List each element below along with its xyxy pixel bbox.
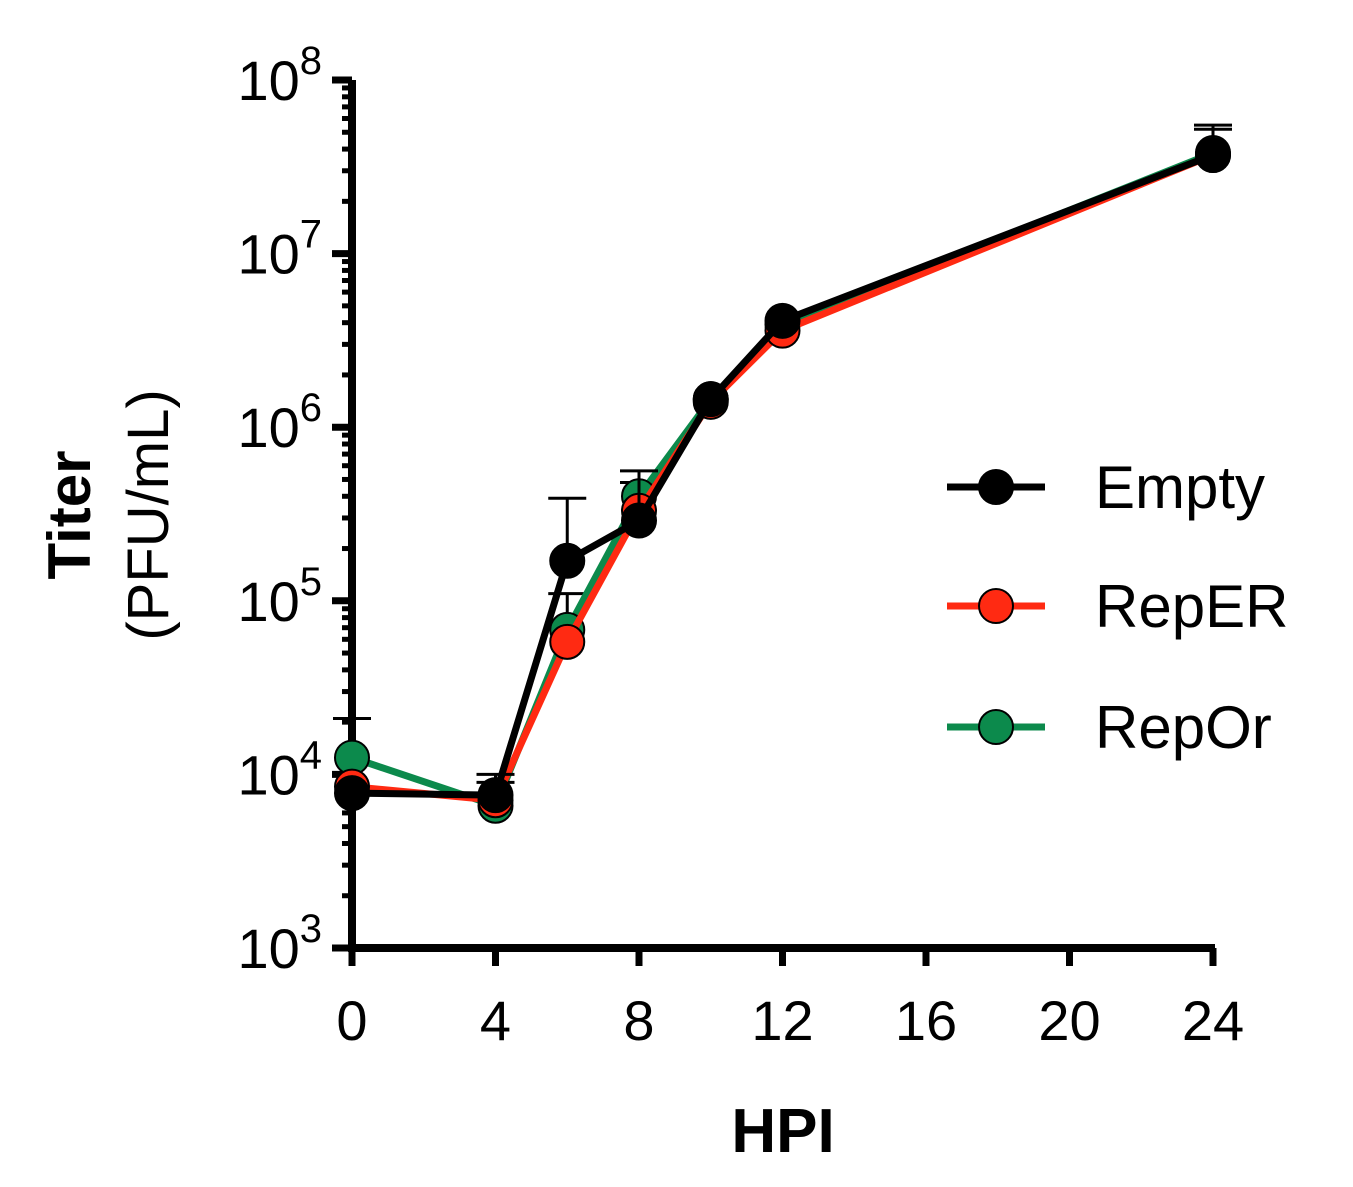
legend-marker <box>978 469 1014 505</box>
legend-marker <box>978 709 1014 745</box>
y-tick-label: 104 <box>237 733 322 806</box>
series-line <box>350 149 1215 810</box>
x-ticks: 0 4 8 12 16 20 24 <box>336 948 1244 1052</box>
data-point <box>549 542 586 579</box>
data-point <box>334 775 370 812</box>
legend-label: Empty <box>1095 454 1265 521</box>
y-tick-label: 108 <box>237 39 322 112</box>
y-tick-label: 105 <box>237 560 322 633</box>
y-major-ticks: 103 104 105 106 107 108 <box>237 39 352 980</box>
y-tick-label: 103 <box>237 907 322 980</box>
data-point <box>1195 136 1231 173</box>
series-empty <box>334 123 1232 814</box>
y-tick-label: 107 <box>237 213 322 286</box>
legend-label: RepER <box>1095 573 1288 640</box>
legend-item-empty: Empty <box>947 454 1265 521</box>
x-tick-label: 12 <box>751 989 813 1052</box>
legend-label: RepOr <box>1095 694 1272 761</box>
x-tick-label: 20 <box>1038 989 1100 1052</box>
series-layer <box>333 123 1232 824</box>
y-axis-title: Titer (PFU/mL) <box>36 389 181 640</box>
data-point <box>549 623 586 660</box>
x-tick-label: 16 <box>895 989 957 1052</box>
x-axis-title: HPI <box>731 1097 834 1166</box>
legend: Empty RepER RepOr <box>947 454 1288 761</box>
legend-item-reper: RepER <box>947 573 1288 640</box>
x-tick-label: 24 <box>1182 989 1244 1052</box>
series-line <box>351 151 1215 804</box>
data-point <box>621 502 657 539</box>
x-tick-label: 4 <box>480 989 511 1052</box>
legend-item-repor: RepOr <box>947 694 1272 761</box>
series-line <box>351 151 1215 799</box>
data-point <box>764 302 801 339</box>
y-axis-title-unit: (PFU/mL) <box>116 389 181 640</box>
y-tick-label: 106 <box>237 386 322 459</box>
legend-marker <box>978 588 1014 624</box>
y-axis-title-main: Titer <box>36 451 103 580</box>
x-tick-label: 8 <box>623 989 654 1052</box>
x-tick-label: 0 <box>336 989 367 1052</box>
data-point <box>477 777 514 814</box>
data-point <box>692 381 729 418</box>
